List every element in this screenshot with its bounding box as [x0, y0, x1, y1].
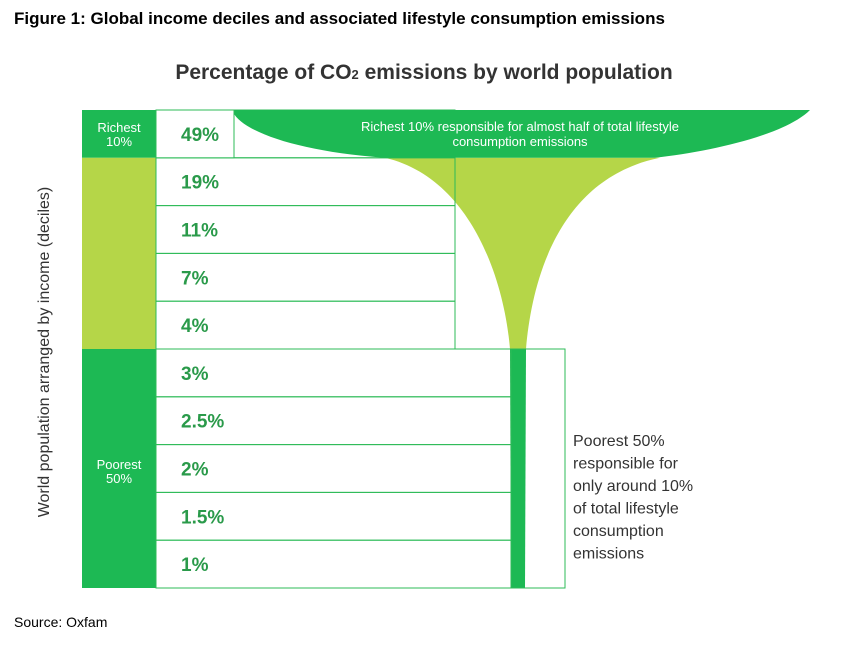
poorest-annotation-line: consumption — [573, 523, 664, 540]
decile-value-label: 1% — [181, 555, 209, 576]
poorest-group-label: Poorest — [97, 457, 142, 472]
poorest-annotation-line: only around 10% — [573, 478, 693, 495]
decile-value-label: 11% — [181, 221, 218, 242]
decile-value-label: 19% — [181, 173, 219, 194]
source-note: Source: Oxfam — [14, 614, 108, 630]
poorest-deciles-band — [82, 349, 156, 588]
figure-title: Figure 1: Global income deciles and asso… — [14, 9, 665, 28]
funnel-richest-decile — [156, 110, 810, 158]
decile-value-label: 2% — [181, 460, 209, 481]
chart-title-end: emissions by world population — [358, 61, 673, 84]
richest-annotation: Richest 10% responsible for almost half … — [361, 119, 679, 134]
decile-value-label: 3% — [181, 364, 209, 385]
decile-row-outline — [155, 348, 512, 398]
richest-decile-band — [82, 110, 156, 158]
decile-value-label: 4% — [181, 316, 209, 337]
poorest-group-label: 50% — [106, 471, 132, 486]
richest-value-cell — [155, 109, 235, 159]
poorest-group-outline — [155, 348, 566, 589]
poorest-annotation-line: emissions — [573, 546, 644, 563]
decile-value-label: 49% — [181, 125, 219, 146]
chart-title-main: Percentage of CO — [175, 61, 352, 84]
poorest-annotation-line: responsible for — [573, 456, 679, 473]
decile-value-label: 7% — [181, 268, 209, 289]
richest-group-label: Richest — [97, 120, 141, 135]
decile-row-outline — [155, 444, 512, 493]
decile-row-outline — [155, 539, 512, 589]
chart-title: Percentage of CO2 emissions by world pop… — [0, 61, 848, 85]
richest-group-label: 10% — [106, 134, 132, 149]
decile-value-label: 2.5% — [181, 412, 224, 433]
funnel-middle-deciles — [385, 157, 660, 349]
poorest-annotation-line: Poorest 50% — [573, 433, 665, 450]
richest-annotation: consumption emissions — [452, 134, 588, 149]
middle-deciles-band — [82, 157, 156, 349]
chart-title-subscript: 2 — [351, 67, 359, 82]
funnel-poorest-deciles — [510, 349, 526, 588]
decile-value-label: 1.5% — [181, 507, 224, 528]
poorest-annotation-line: of total lifestyle — [573, 501, 679, 518]
